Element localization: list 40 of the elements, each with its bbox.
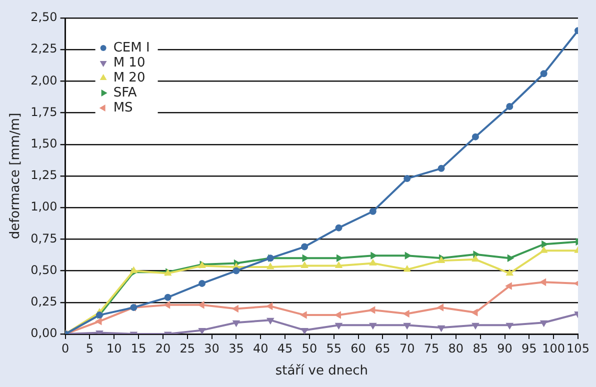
y-axis-title: deformace [mm/m]: [8, 112, 24, 240]
x-tick-label: 15: [130, 341, 146, 356]
y-tick-label: 1,75: [30, 104, 58, 119]
y-tick-label: 0,50: [30, 262, 58, 277]
legend-label: M 10: [113, 55, 146, 70]
x-tick-label: 80: [448, 341, 464, 356]
legend-label: MS: [113, 100, 133, 116]
x-tick-label: 20: [155, 341, 171, 356]
x-tick-label: 45: [277, 341, 293, 356]
x-tick-label: 35: [228, 341, 244, 356]
x-tick-label: 10: [106, 341, 122, 356]
y-tick-label: 2,25: [30, 42, 58, 56]
x-tick-label: 5: [86, 341, 94, 356]
legend-label: SFA: [113, 85, 137, 100]
legend-label: CEM I: [113, 40, 150, 56]
y-tick-label: 1,50: [30, 136, 58, 151]
y-tick-label: 2,50: [30, 10, 58, 24]
x-tick-label: 85: [472, 341, 488, 356]
x-tick-label: 70: [399, 341, 415, 356]
x-tick-label: 40: [252, 341, 268, 356]
x-tick-label: 90: [497, 341, 512, 356]
x-tick-label: 95: [522, 341, 537, 356]
x-tick-label: 0: [62, 341, 70, 356]
x-tick-label: 60: [350, 341, 366, 356]
x-tick-label: 25: [180, 341, 196, 356]
x-tick-label: 75: [424, 341, 440, 356]
y-tick-label: 1,25: [30, 168, 58, 182]
legend-label: M 20: [113, 70, 146, 86]
x-tick-label: 65: [375, 341, 390, 356]
y-tick-label: 1,00: [30, 200, 58, 214]
x-tick-label: 100: [542, 341, 566, 356]
x-tick-label: 105: [566, 341, 590, 356]
x-axis-title: stáří ve dnech: [275, 364, 368, 379]
y-tick-label: 2,00: [30, 73, 58, 88]
x-tick-label: 30: [204, 341, 220, 356]
y-tick-label: 0,75: [30, 231, 58, 246]
x-tick-label: 50: [302, 341, 318, 356]
x-tick-label: 55: [326, 341, 342, 356]
y-tick-label: 0,00: [30, 326, 58, 340]
y-tick-label: 0,25: [30, 294, 58, 309]
